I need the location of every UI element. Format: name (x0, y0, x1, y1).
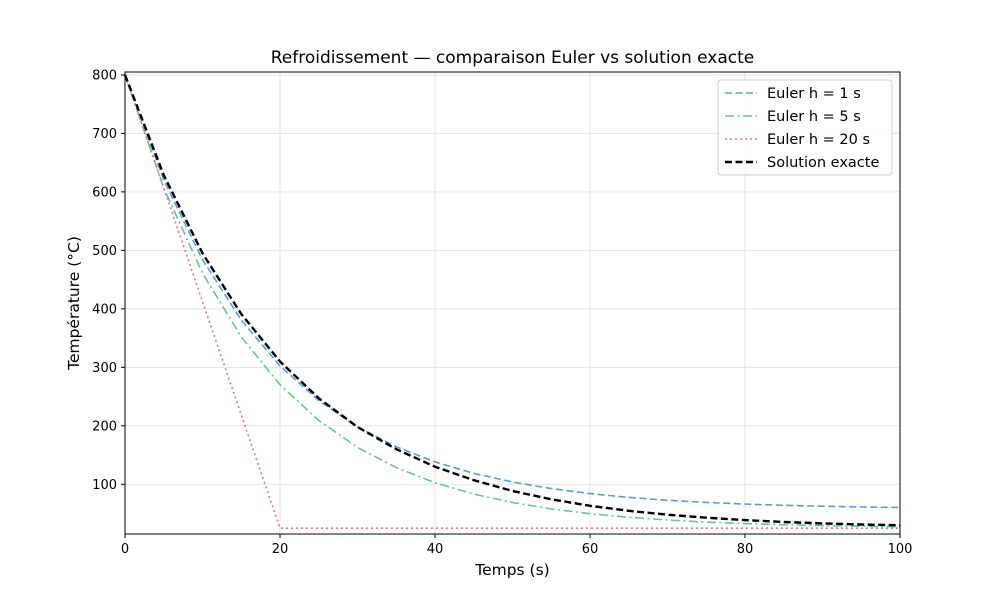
series-line-1 (124, 74, 901, 509)
legend: Euler h = 1 s Euler h = 5 s Euler h = 20 s… (717, 79, 893, 176)
series-layer (123, 74, 901, 530)
x-tick-label: 0 (121, 542, 129, 557)
y-tick-label: 700 (92, 127, 117, 142)
y-tick-label: 200 (92, 419, 117, 434)
y-tick-label: 100 (92, 478, 117, 493)
x-tick-label: 20 (272, 542, 289, 557)
y-tick-label: 400 (92, 302, 117, 317)
x-tick-label: 60 (582, 542, 599, 557)
legend-label: Euler h = 1 s (767, 86, 861, 102)
y-axis-label: Température (°C) (65, 236, 83, 371)
legend-label: Euler h = 20 s (767, 132, 870, 148)
legend-label: Euler h = 5 s (767, 109, 861, 125)
y-tick-label: 600 (92, 185, 117, 200)
ticks: 0 20 40 60 80 100 100 200 300 400 500 600 700 800 (92, 68, 912, 557)
y-tick-label: 800 (92, 68, 117, 83)
chart-title: Refroidissement — comparaison Euler vs s… (271, 48, 755, 68)
series-line-4 (123, 74, 901, 527)
y-tick-label: 300 (92, 361, 117, 376)
x-tick-label: 100 (888, 542, 913, 557)
series-line-2 (124, 74, 901, 528)
series-line-3 (124, 74, 900, 530)
plot-area-frame (124, 71, 901, 535)
legend-label: Solution exacte (767, 155, 879, 171)
x-tick-label: 80 (737, 542, 754, 557)
y-tick-label: 500 (92, 244, 117, 259)
x-tick-label: 40 (427, 542, 444, 557)
grid (124, 72, 901, 534)
x-axis-label: Temps (s) (474, 561, 549, 579)
legend-box (717, 79, 893, 176)
